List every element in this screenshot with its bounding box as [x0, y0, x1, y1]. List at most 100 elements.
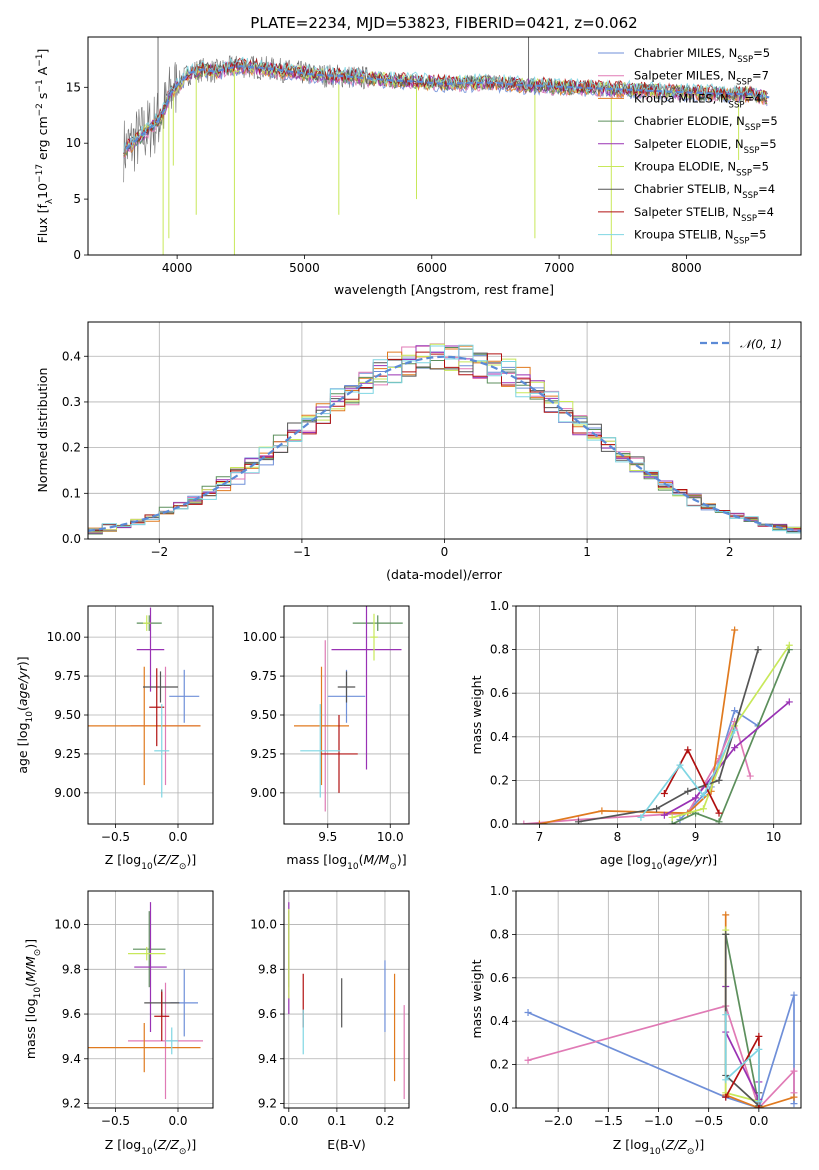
x-axis-label: age [log10(age/yr)]	[600, 852, 717, 872]
label-part: mass [log	[23, 998, 38, 1059]
label-part: age/yr	[15, 665, 30, 706]
weight-marker-kroupa-miles	[790, 1093, 798, 1101]
legend-text: Salpeter ELODIE, N	[634, 137, 744, 151]
label-part: )]	[707, 852, 717, 867]
label-part: 10	[33, 987, 43, 999]
weight-marker-salpeter-elodie	[692, 794, 700, 802]
y-tick-label: 0.8	[490, 927, 509, 941]
y-tick-label: 9.25	[250, 747, 277, 761]
x-tick-label: −2.0	[544, 1114, 573, 1128]
y-tick-label: 15	[66, 80, 81, 94]
legend-entry-chabrier-miles: Chabrier MILES, NSSP=5	[634, 46, 770, 65]
x-tick-label: 9	[692, 830, 700, 844]
label-part: −17	[35, 164, 45, 183]
panel-age-vs-mass: 9.5 10.0 9.00 9.25 9.50 9.75 10.00 mass [log10(…	[243, 605, 410, 872]
legend-entry-kroupa-miles: Kroupa MILES, NSSP=4	[634, 91, 761, 110]
legend-tail: =5	[761, 114, 778, 128]
weight-marker-kroupa-miles	[722, 911, 730, 919]
panel-mass-weight-vs-Z: −2.0 −1.5 −1.0 −0.5 0.0 0.0 0.2 0.4 0.6 0.8 1.0 Z […	[469, 884, 802, 1157]
x-tick-label: 0.2	[375, 1114, 394, 1128]
weight-marker-chabrier-stelib	[754, 646, 762, 654]
chart-title: PLATE=2234, MJD=53823, FIBERID=0421, z=0…	[250, 14, 637, 32]
x-tick-label: 5000	[289, 261, 320, 275]
label-part: s	[35, 93, 50, 104]
label-part: ]	[35, 49, 50, 54]
label-part: ⊙	[33, 949, 43, 957]
y-tick-label: 0.4	[490, 1014, 509, 1028]
label-part: ⊙	[687, 1147, 695, 1157]
label-part: erg cm	[35, 116, 50, 164]
weight-marker-chabrier-stelib	[715, 776, 723, 784]
weight-marker-chabrier-stelib	[574, 818, 582, 824]
label-part: Z/Z	[157, 852, 180, 867]
x-tick-label: 0.0	[168, 830, 187, 844]
x-axis-label: Z [log10(Z/Z⊙)]	[105, 1137, 196, 1157]
weight-marker-kroupa-miles	[731, 626, 739, 634]
label-part: )]	[397, 852, 407, 867]
histogram-chabrier-stelib	[88, 352, 801, 532]
legend-tail: =5	[753, 46, 770, 60]
label-part: −2	[35, 103, 45, 116]
y-tick-label: 0.3	[62, 395, 81, 409]
weight-line-chabrier-elodie	[671, 649, 791, 824]
legend-sub: SSP	[744, 146, 760, 156]
x-tick-label: 0	[441, 545, 449, 559]
weight-marker-kroupa-elodie	[785, 641, 793, 649]
panel-mass-vs-EBV: 0.0 0.1 0.2 9.2 9.4 9.6 9.8 10.0 E(B-V)	[250, 890, 410, 1152]
plot-area	[123, 37, 770, 255]
x-tick-label: 4000	[162, 261, 193, 275]
x-axis-label: mass [log10(M/M⊙)]	[286, 852, 406, 872]
legend-entry-normal: 𝒩(0, 1)	[740, 337, 782, 351]
label-part: (	[153, 1137, 158, 1152]
weight-marker-kroupa-elodie	[668, 813, 676, 821]
label-part: Z [log	[613, 1137, 649, 1152]
histogram-kroupa-stelib	[88, 344, 801, 534]
x-tick-label: 7000	[544, 261, 575, 275]
weight-marker-chabrier-miles	[790, 991, 798, 999]
legend-text: Kroupa ELODIE, N	[634, 160, 736, 174]
y-tick-label: 9.50	[54, 708, 81, 722]
label-part: (	[359, 852, 364, 867]
weight-marker-kroupa-stelib	[755, 1097, 763, 1105]
label-part: 10	[25, 711, 35, 723]
weight-marker-salpeter-miles	[520, 820, 528, 824]
y-tick-label: 0.0	[490, 1101, 509, 1115]
weight-line-chabrier-miles	[527, 994, 795, 1108]
x-tick-label: −0.5	[101, 1114, 130, 1128]
plot-area	[288, 902, 405, 1100]
label-part: Z [log	[105, 852, 141, 867]
y-tick-label: 9.75	[54, 669, 81, 683]
plot-area	[88, 902, 203, 1100]
x-tick-label: 1	[583, 545, 591, 559]
weight-marker-salpeter-elodie	[660, 811, 668, 819]
label-part: A	[35, 66, 50, 79]
y-tick-label: 10.00	[243, 630, 277, 644]
weight-marker-kroupa-stelib	[676, 761, 684, 769]
weight-marker-chabrier-miles	[731, 707, 739, 715]
y-tick-label: 0.4	[62, 349, 81, 363]
y-tick-label: 0.0	[62, 532, 81, 546]
y-tick-label: 9.4	[258, 1052, 277, 1066]
weight-marker-salpeter-stelib	[755, 1032, 763, 1040]
y-tick-label: 0.2	[490, 773, 509, 787]
x-tick-label: −2	[150, 545, 168, 559]
x-tick-label: −1	[293, 545, 311, 559]
x-axis-label: Z [log10(Z/Z⊙)]	[105, 852, 196, 872]
weight-marker-kroupa-miles	[535, 820, 543, 824]
plot-area	[88, 343, 801, 535]
weight-line-kroupa-elodie	[671, 644, 791, 819]
axes-frame	[283, 890, 410, 1109]
label-part: Z [log	[105, 1137, 141, 1152]
y-tick-label: 0.4	[490, 730, 509, 744]
label-part: 10	[141, 862, 153, 872]
y-tick-label: 0.8	[490, 643, 509, 657]
weight-marker-kroupa-elodie	[699, 805, 707, 813]
panel-spectrum: 4000 5000 6000 7000 8000 0 5 10 15 PLATE=2234, MJ…	[35, 14, 802, 297]
legend-entry-kroupa-elodie: Kroupa ELODIE, NSSP=5	[634, 160, 769, 179]
label-part: Z/Z	[665, 1137, 688, 1152]
label-part: (	[23, 982, 38, 987]
label-part: )]	[694, 1137, 704, 1152]
label-part: ⊙	[179, 862, 187, 872]
label-part: λ	[45, 198, 55, 204]
